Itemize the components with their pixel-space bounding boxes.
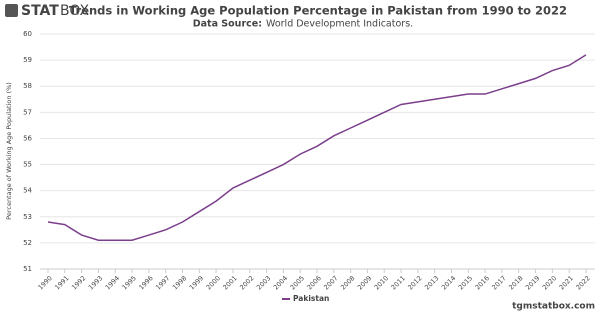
x-tick-label: 2001 <box>221 274 238 291</box>
subtitle: World Development Indicators. <box>266 19 413 30</box>
y-tick-label: 52 <box>23 239 32 247</box>
x-tick-label: 2005 <box>289 274 306 291</box>
y-tick-label: 51 <box>23 265 32 273</box>
x-tick-label: 2012 <box>406 274 423 291</box>
footer: tgmstatbox.com <box>512 302 595 312</box>
y-axis-label: Percentage of Working Age Population (%) <box>5 82 13 220</box>
x-tick-label: 1991 <box>53 274 70 291</box>
y-tick-label: 59 <box>23 56 32 64</box>
y-tick-label: 57 <box>23 108 32 116</box>
x-tick-label: 2000 <box>205 274 222 291</box>
x-tick-label: 2013 <box>423 274 440 291</box>
x-tick-label: 2009 <box>356 274 373 291</box>
x-tick-label: 2018 <box>507 274 524 291</box>
logo-light: BOX <box>60 3 89 19</box>
x-tick-label: 2008 <box>339 274 356 291</box>
x-tick-label: 1994 <box>104 274 121 291</box>
x-tick-label: 1999 <box>188 274 205 291</box>
data-line <box>47 54 587 242</box>
legend-label: Pakistan <box>293 294 329 303</box>
logo-bold: STAT <box>21 3 59 19</box>
x-tick-label: 2017 <box>490 274 507 291</box>
x-tick-label: 2014 <box>440 274 457 291</box>
x-tick-label: 2002 <box>238 274 255 291</box>
y-tick-label: 60 <box>23 30 32 38</box>
y-tick-label: 58 <box>23 82 32 90</box>
x-tick-label: 2011 <box>390 274 407 291</box>
x-tick-label: 2022 <box>574 274 591 291</box>
x-tick-label: 2003 <box>255 274 272 291</box>
x-tick-label: 2004 <box>272 274 289 291</box>
x-tick-label: 2007 <box>322 274 339 291</box>
x-tick-label: 1998 <box>171 274 188 291</box>
x-tick-label: 1995 <box>121 274 138 291</box>
x-tick-label: 1990 <box>36 274 53 291</box>
subtitle-label: Data Source: <box>193 19 262 30</box>
y-tick-label: 54 <box>23 187 32 195</box>
x-tick-label: 1997 <box>154 274 171 291</box>
y-tick-label: 53 <box>23 213 32 221</box>
x-tick-label: 2006 <box>305 274 322 291</box>
logo-icon <box>5 4 18 17</box>
x-tick-label: 2015 <box>457 274 474 291</box>
x-tick-label: 2019 <box>524 274 541 291</box>
x-tick-label: 2020 <box>541 274 558 291</box>
x-tick-label: 2021 <box>558 274 575 291</box>
x-tick-label: 2016 <box>474 274 491 291</box>
x-tick-label: 1993 <box>87 274 104 291</box>
x-tick-label: 1996 <box>137 274 154 291</box>
x-tick-label: 2010 <box>373 274 390 291</box>
y-tick-label: 56 <box>23 134 32 142</box>
chart-title: Trends in Working Age Population Percent… <box>69 4 567 18</box>
x-tick-label: 1992 <box>70 274 87 291</box>
y-tick-label: 55 <box>23 161 32 169</box>
